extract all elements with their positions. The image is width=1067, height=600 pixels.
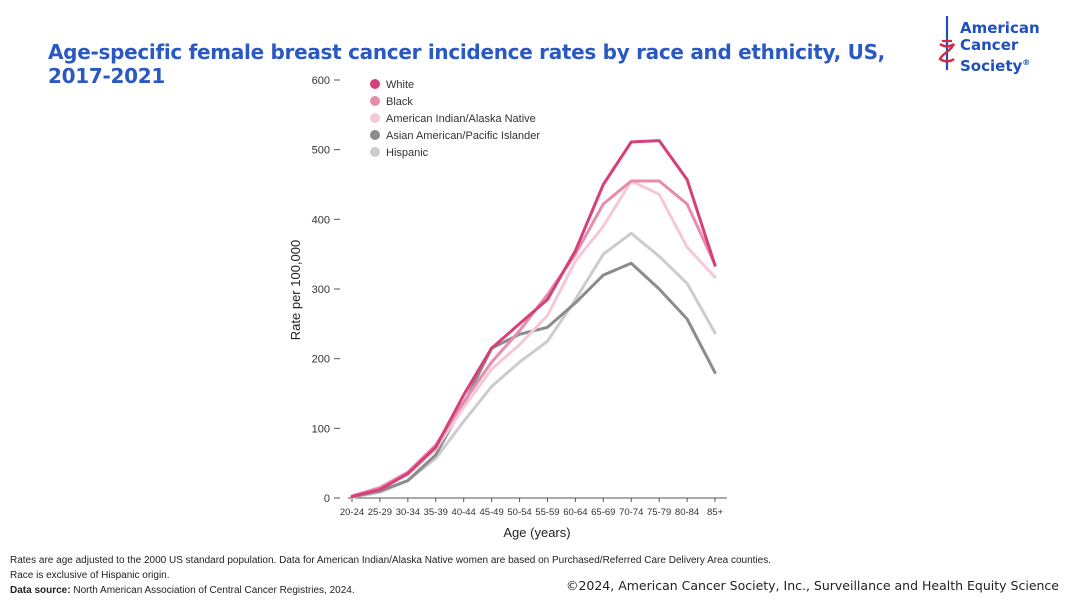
- footnote-rates: Rates are age adjusted to the 2000 US st…: [10, 555, 771, 566]
- registered-mark: ®: [1022, 58, 1031, 67]
- acs-logo: American Cancer Society®: [936, 14, 1056, 78]
- source-label: Data source:: [10, 585, 71, 596]
- x-tick-label: 20-24: [340, 507, 364, 518]
- legend-label: Hispanic: [386, 147, 429, 159]
- x-tick-label: 25-29: [368, 507, 392, 518]
- page-title: Age-specific female breast cancer incide…: [48, 40, 885, 88]
- x-tick-label: 55-59: [535, 507, 559, 518]
- series-line-hispanic: [350, 231, 717, 499]
- source-text: North American Association of Central Ca…: [70, 585, 355, 596]
- logo-line-2: Cancer: [960, 36, 1019, 54]
- legend-label: Asian American/Pacific Islander: [386, 130, 540, 142]
- legend: White Black American Indian/Alaska Native A…: [370, 79, 540, 159]
- legend-marker: [370, 147, 380, 157]
- x-tick-label: 85+: [707, 507, 724, 518]
- y-tick-label: 500: [312, 145, 330, 157]
- legend-label: Black: [386, 96, 413, 108]
- x-tick-label: 75-79: [647, 507, 671, 518]
- y-tick-label: 200: [312, 354, 330, 366]
- footnote-race: Race is exclusive of Hispanic origin.: [10, 570, 170, 581]
- y-tick-label: 400: [312, 214, 330, 226]
- x-tick-label: 35-39: [424, 507, 448, 518]
- copyright: ©2024, American Cancer Society, Inc., Su…: [565, 578, 1059, 593]
- legend-label: American Indian/Alaska Native: [386, 113, 536, 125]
- logo-line-3: Society: [960, 57, 1023, 75]
- footnote-source: Data source: North American Association …: [10, 583, 910, 598]
- y-axis-label: Rate per 100,000: [288, 240, 303, 340]
- y-tick-label: 100: [312, 423, 330, 435]
- series-lines: [350, 139, 717, 499]
- legend-marker: [370, 96, 380, 106]
- y-tick-label: 300: [312, 284, 330, 296]
- x-axis-label: Age (years): [503, 525, 570, 540]
- footnotes: Rates are age adjusted to the 2000 US st…: [10, 553, 910, 598]
- series-line-american-indian-alaska-native: [350, 179, 717, 498]
- y-tick-label: 600: [312, 75, 330, 87]
- legend-marker: [370, 130, 380, 140]
- x-tick-label: 30-34: [396, 507, 420, 518]
- x-tick-label: 70-74: [619, 507, 643, 518]
- x-tick-label: 65-69: [591, 507, 615, 518]
- y-tick-label: 0: [324, 493, 330, 505]
- legend-marker: [370, 79, 380, 89]
- x-tick-label: 80-84: [675, 507, 699, 518]
- sword-icon: [938, 16, 956, 70]
- legend-label: White: [386, 79, 414, 91]
- x-tick-label: 40-44: [452, 507, 476, 518]
- x-axis: 20-24 25-29 30-34 35-39 40-44 45-49 50-54 55-59…: [340, 497, 727, 518]
- x-tick-label: 45-49: [479, 507, 503, 518]
- y-axis: 0 100 200 300 400 500 600: [312, 75, 340, 505]
- series-line-white: [350, 139, 717, 499]
- x-tick-label: 50-54: [507, 507, 531, 518]
- x-tick-label: 60-64: [563, 507, 587, 518]
- series-line-black: [350, 179, 717, 498]
- line-chart: 0 100 200 300 400 500 600 20-24 25-29 30-34 35-39…: [288, 75, 727, 540]
- legend-marker: [370, 113, 380, 123]
- logo-line-1: American: [960, 19, 1040, 37]
- series-line-asian-american-pacific-islander: [350, 261, 717, 499]
